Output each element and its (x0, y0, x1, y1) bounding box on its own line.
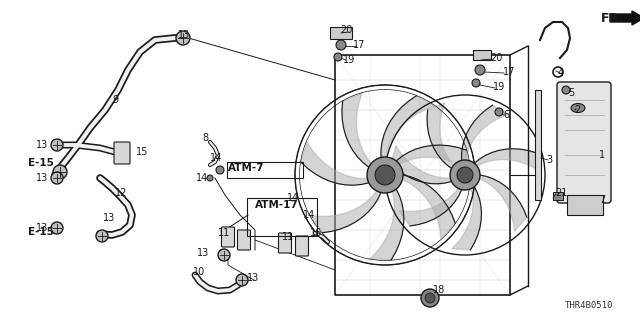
Text: 7: 7 (599, 195, 605, 205)
Polygon shape (381, 96, 435, 157)
Circle shape (375, 165, 395, 185)
Text: 13: 13 (247, 273, 259, 283)
Text: 15: 15 (136, 147, 148, 157)
Text: 8: 8 (202, 133, 208, 143)
Polygon shape (399, 188, 461, 226)
Polygon shape (301, 142, 369, 185)
Text: 13: 13 (36, 140, 48, 150)
Text: 4: 4 (558, 68, 564, 78)
FancyArrow shape (610, 11, 640, 25)
FancyBboxPatch shape (114, 142, 130, 164)
Text: 14: 14 (210, 153, 222, 163)
Text: 12: 12 (115, 188, 127, 198)
Text: 13: 13 (36, 173, 48, 183)
Circle shape (51, 139, 63, 151)
Circle shape (450, 160, 480, 190)
Text: 13: 13 (103, 213, 115, 223)
Circle shape (421, 289, 439, 307)
Text: 11: 11 (282, 232, 294, 242)
Text: 13: 13 (197, 248, 209, 258)
Text: 14: 14 (287, 193, 300, 203)
Circle shape (216, 166, 224, 174)
Text: E-15: E-15 (28, 227, 54, 237)
Text: E-15: E-15 (28, 158, 54, 168)
Text: 1: 1 (599, 150, 605, 160)
Text: 5: 5 (568, 88, 574, 98)
Text: 17: 17 (353, 40, 365, 50)
Text: 16: 16 (310, 228, 323, 238)
Text: 20: 20 (490, 53, 502, 63)
Text: 14: 14 (196, 173, 208, 183)
Text: ATM-17: ATM-17 (255, 200, 299, 210)
Polygon shape (452, 187, 481, 250)
Polygon shape (403, 175, 455, 239)
Circle shape (336, 40, 346, 50)
Circle shape (236, 274, 248, 286)
Text: 20: 20 (340, 25, 353, 35)
Circle shape (334, 53, 342, 61)
FancyBboxPatch shape (278, 233, 291, 253)
Text: 11: 11 (218, 228, 230, 238)
Circle shape (472, 79, 480, 87)
Polygon shape (342, 93, 371, 167)
Text: FR.: FR. (601, 12, 624, 25)
Polygon shape (310, 191, 381, 233)
Circle shape (51, 222, 63, 234)
Polygon shape (370, 189, 404, 260)
Circle shape (495, 108, 503, 116)
Text: 3: 3 (546, 155, 552, 165)
Text: 6: 6 (503, 110, 509, 120)
FancyBboxPatch shape (296, 236, 308, 256)
Text: 14: 14 (303, 210, 316, 220)
Polygon shape (461, 105, 509, 160)
Circle shape (96, 230, 108, 242)
Text: ATM-7: ATM-7 (228, 163, 264, 173)
Text: 19: 19 (343, 55, 355, 65)
Text: 18: 18 (433, 285, 445, 295)
Bar (553, 192, 563, 200)
Text: 21: 21 (555, 188, 568, 198)
Circle shape (425, 293, 435, 303)
Circle shape (218, 249, 230, 261)
Circle shape (457, 167, 473, 183)
Text: 13: 13 (178, 30, 190, 40)
Text: 9: 9 (112, 95, 118, 105)
Text: 19: 19 (493, 82, 505, 92)
Polygon shape (396, 145, 470, 171)
Text: 17: 17 (503, 67, 515, 77)
Circle shape (51, 172, 63, 184)
Circle shape (367, 157, 403, 193)
FancyBboxPatch shape (237, 230, 250, 250)
Bar (330, 27, 352, 39)
Polygon shape (427, 103, 454, 169)
Bar (535, 90, 541, 200)
Circle shape (176, 31, 190, 45)
Circle shape (207, 175, 213, 181)
Bar (473, 50, 491, 60)
Circle shape (53, 165, 67, 179)
Bar (227, 162, 303, 178)
Bar (247, 198, 317, 236)
Circle shape (475, 65, 485, 75)
Text: 2: 2 (574, 105, 580, 115)
Text: 13: 13 (36, 223, 48, 233)
FancyBboxPatch shape (557, 82, 611, 203)
Polygon shape (474, 149, 540, 172)
Text: 10: 10 (193, 267, 205, 277)
Text: THR4B0510: THR4B0510 (565, 301, 613, 310)
Circle shape (562, 86, 570, 94)
FancyBboxPatch shape (221, 227, 234, 247)
Polygon shape (479, 175, 527, 231)
Polygon shape (391, 146, 451, 184)
Ellipse shape (571, 103, 585, 113)
Bar (567, 195, 603, 215)
